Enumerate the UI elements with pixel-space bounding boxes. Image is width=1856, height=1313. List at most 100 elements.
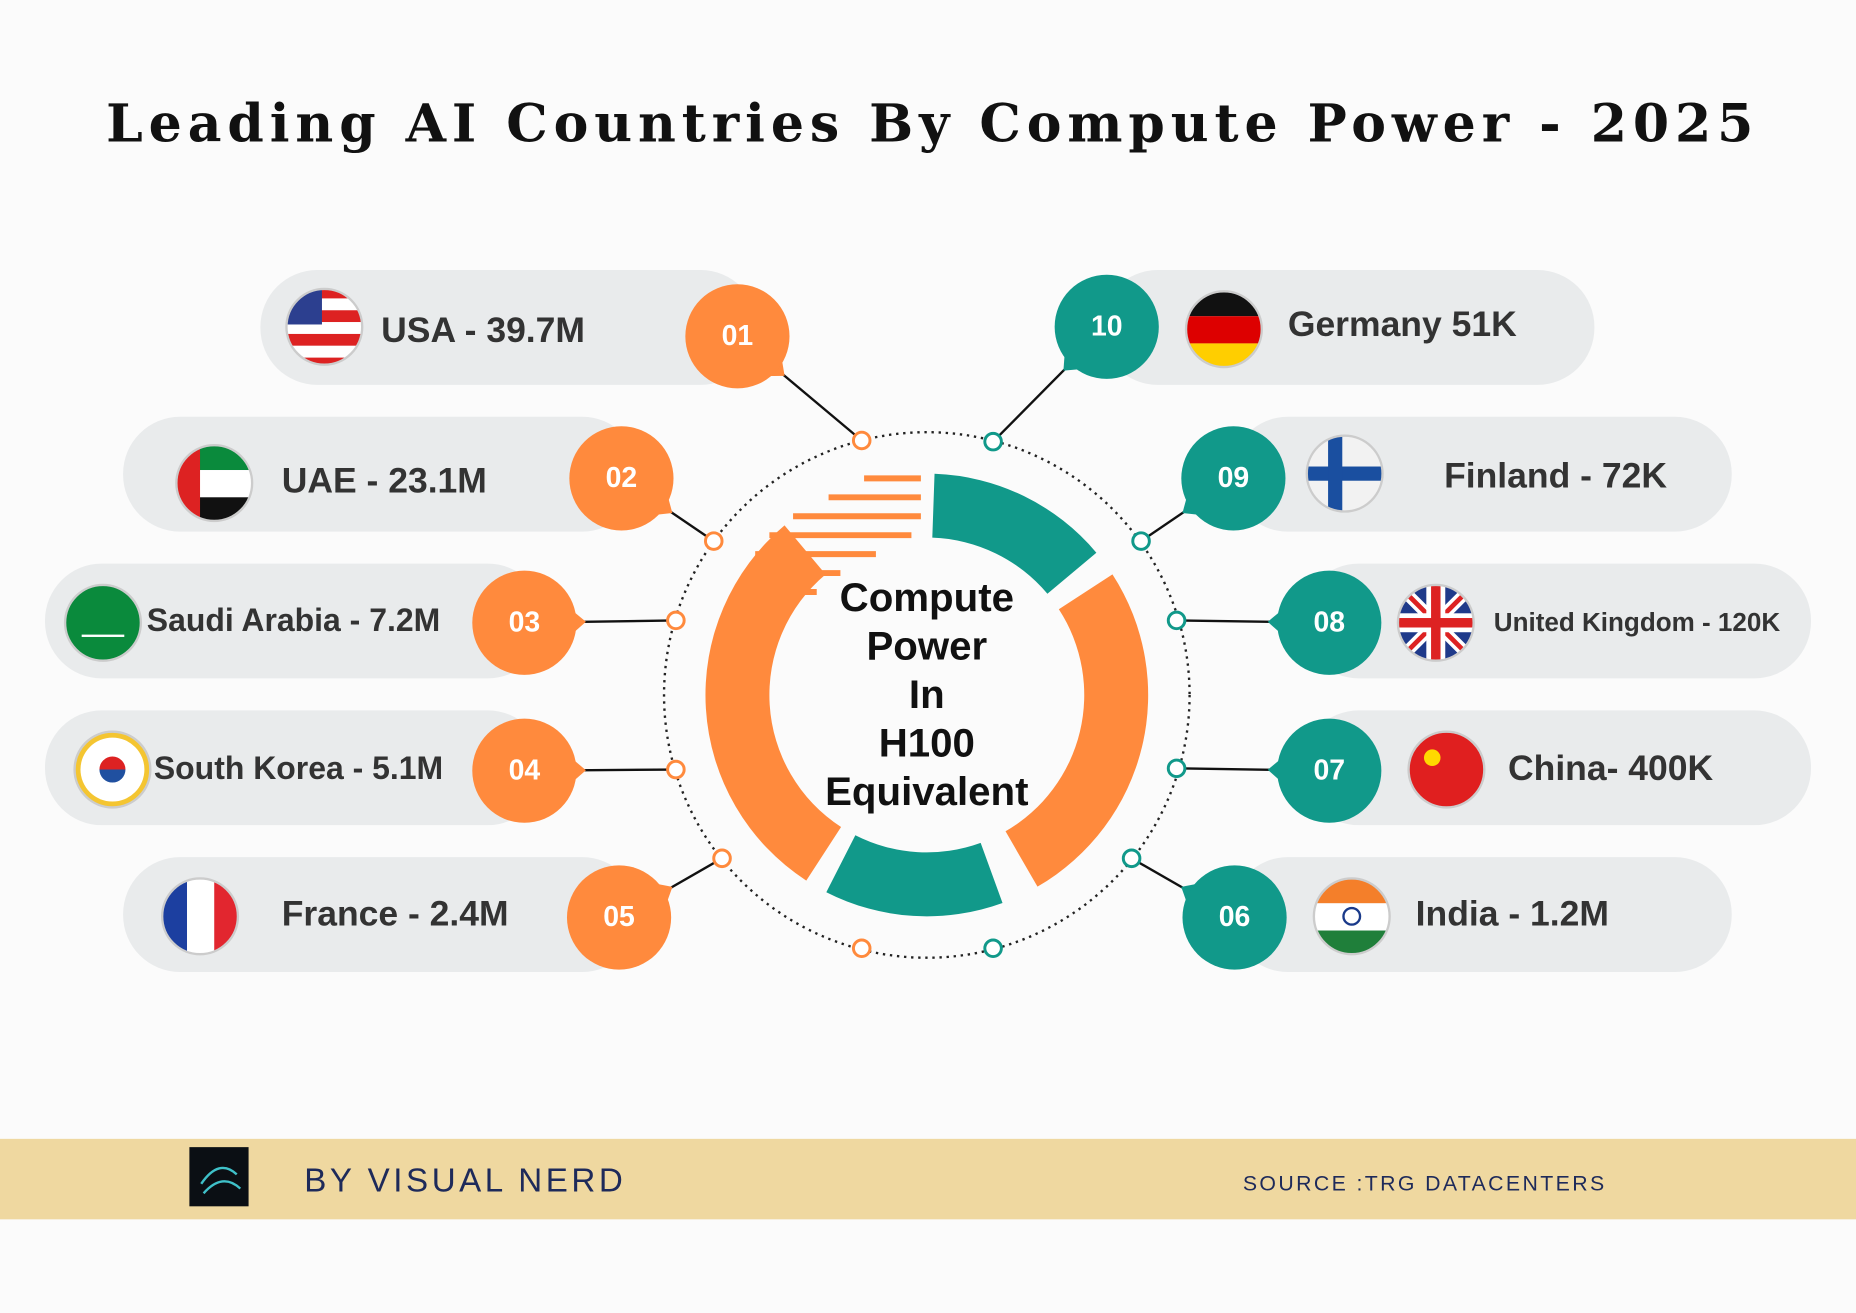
- number-badge: [1277, 718, 1382, 823]
- flag-rim: [1312, 877, 1391, 956]
- center-line: Equivalent: [825, 769, 1028, 814]
- connector: [1176, 619, 1279, 624]
- flag-rim: [1184, 290, 1263, 369]
- number-badge: [1182, 865, 1287, 970]
- number-badge: [472, 718, 577, 823]
- country-item: 02 UAE - 23.1M: [123, 416, 724, 551]
- number-badge: [1277, 570, 1382, 675]
- source: SOURCE :TRG DATACENTERS: [1243, 1172, 1607, 1196]
- flag-part: [286, 345, 363, 358]
- flag-part: [99, 756, 126, 770]
- connector: [775, 368, 863, 442]
- flag-rim: [285, 287, 364, 366]
- ring-dot: [703, 531, 724, 551]
- country-label: Finland - 72K: [1444, 456, 1667, 496]
- flag-part: [286, 322, 363, 334]
- flag-part: [1342, 906, 1362, 926]
- flag-rim: [63, 583, 143, 662]
- connector: [1131, 857, 1192, 894]
- pill: [44, 710, 545, 826]
- country-label: United Kingdom - 120K: [1494, 607, 1781, 637]
- flag-rim: [73, 730, 152, 809]
- dotted-ring: [662, 431, 1191, 959]
- country-item: 07 China- 400K: [1166, 710, 1812, 826]
- number: 10: [1091, 311, 1123, 343]
- country-label: South Korea - 5.1M: [154, 750, 443, 786]
- flag-part: [1431, 584, 1441, 661]
- flag-rim: [1396, 583, 1475, 662]
- center-line: In: [909, 672, 945, 717]
- ring-dot: [983, 431, 1003, 452]
- flag-part: [187, 878, 215, 955]
- donut-segment: [932, 473, 1097, 594]
- connector: [575, 768, 676, 772]
- number-badge: [685, 284, 790, 389]
- country-item: 10 Germany 51K: [983, 270, 1595, 452]
- title: Leading AI Countries By Compute Power - …: [106, 93, 1759, 154]
- center-line: H100: [879, 720, 975, 765]
- country-item: 06 India - 1.2M: [1121, 848, 1732, 972]
- ring-dot: [666, 610, 686, 631]
- country-item: 03 Saudi Arabia - 7.2M: [44, 563, 686, 679]
- logo-mark: [200, 1166, 242, 1195]
- brand: BY VISUAL NERD: [304, 1162, 626, 1199]
- country-item: 05 France - 2.4M: [123, 848, 732, 972]
- flag: [1306, 435, 1383, 512]
- number: 08: [1313, 606, 1345, 638]
- country-item: 01 USA - 39.7M: [260, 270, 872, 451]
- flag-rim: [175, 444, 254, 523]
- number: 05: [603, 901, 635, 933]
- country-item: 08 United Kingdom - 120K: [1166, 563, 1812, 679]
- footer-band: [0, 1138, 1856, 1220]
- flag-rim: [160, 877, 240, 956]
- flag-part: [99, 769, 126, 783]
- number-badge: [566, 865, 672, 970]
- connector: [1176, 767, 1279, 772]
- flag-part: [1186, 316, 1262, 344]
- flag-part: [65, 584, 141, 661]
- ring-dot: [1121, 848, 1142, 869]
- flag: [1408, 731, 1485, 808]
- ring-dot: [1166, 758, 1187, 779]
- number: 01: [722, 320, 754, 352]
- ring-dot: [1131, 531, 1151, 551]
- flag-part: [1423, 749, 1441, 766]
- country-label: India - 1.2M: [1416, 894, 1609, 934]
- flag-part: [286, 288, 363, 299]
- country-label: UAE - 23.1M: [282, 460, 487, 500]
- number-badge: [1181, 426, 1286, 531]
- flag-part: [286, 310, 363, 323]
- connector: [575, 619, 676, 624]
- pill: [260, 270, 758, 385]
- number: 07: [1313, 754, 1345, 786]
- number-badge: [472, 570, 577, 675]
- country-item: 04 South Korea - 5.1M: [44, 710, 686, 826]
- pill: [44, 563, 545, 679]
- ring-dot: [712, 848, 732, 869]
- number: 04: [509, 754, 541, 786]
- ring-dot: [983, 938, 1003, 959]
- donut-segment: [826, 835, 1003, 917]
- donut: [705, 473, 1149, 917]
- items: 01 USA - 39.7M 02 UAE - 23.1M 03 Saudi Arabia…: [44, 270, 1812, 972]
- flag-part: [1328, 435, 1343, 512]
- country-label: USA - 39.7M: [381, 310, 585, 350]
- flag-part: [286, 333, 363, 346]
- logo: [189, 1147, 249, 1207]
- country-label: France - 2.4M: [282, 894, 509, 934]
- number: 03: [509, 606, 541, 638]
- flag-rim: [1407, 730, 1486, 809]
- center-line: Power: [866, 623, 987, 668]
- ring-dot: [666, 759, 686, 780]
- number-badge: [1054, 274, 1159, 379]
- country-item: 09 Finland - 72K: [1131, 416, 1732, 551]
- ring-dot: [851, 430, 872, 451]
- number: 09: [1218, 462, 1250, 494]
- country-label: Germany 51K: [1288, 304, 1517, 344]
- pill: [123, 857, 640, 972]
- center-line: Compute: [840, 575, 1014, 620]
- flag: [65, 584, 141, 661]
